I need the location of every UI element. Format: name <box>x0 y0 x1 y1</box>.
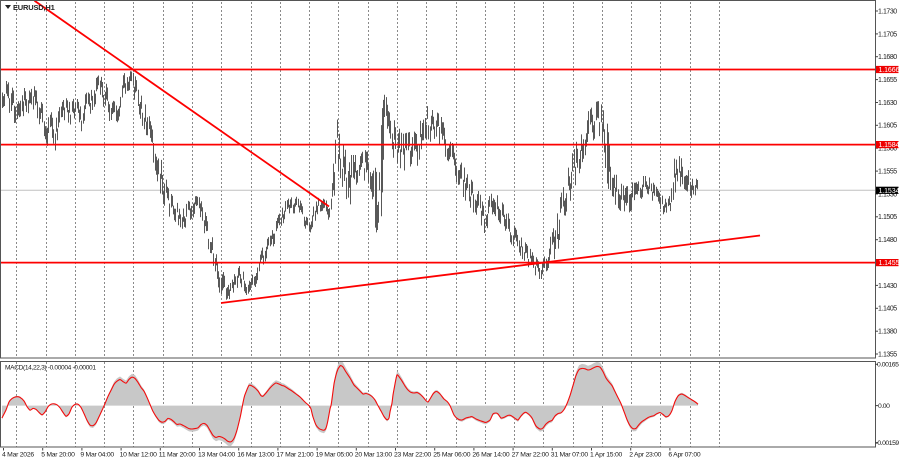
svg-text:4 Mar 2026: 4 Mar 2026 <box>2 452 34 459</box>
svg-text:1.1666: 1.1666 <box>879 67 900 74</box>
svg-text:0.00165: 0.00165 <box>877 362 899 369</box>
svg-text:27 Mar 22:00: 27 Mar 22:00 <box>512 452 550 459</box>
svg-text:19 Mar 05:00: 19 Mar 05:00 <box>316 452 354 459</box>
svg-text:1.1530: 1.1530 <box>878 191 897 198</box>
svg-text:-0.00159: -0.00159 <box>876 440 900 447</box>
svg-text:EURUSD,H1: EURUSD,H1 <box>13 3 55 12</box>
svg-text:1.1730: 1.1730 <box>878 8 897 15</box>
svg-text:9 Mar 04:00: 9 Mar 04:00 <box>80 452 114 459</box>
svg-text:1.1480: 1.1480 <box>878 237 897 244</box>
svg-text:2 Apr 23:00: 2 Apr 23:00 <box>629 452 661 459</box>
svg-text:1.1605: 1.1605 <box>878 123 897 130</box>
svg-text:1.1455: 1.1455 <box>879 260 900 267</box>
svg-text:1.1630: 1.1630 <box>878 100 897 107</box>
svg-text:6 Apr 07:00: 6 Apr 07:00 <box>668 452 700 459</box>
svg-text:20 Mar 13:00: 20 Mar 13:00 <box>355 452 393 459</box>
svg-text:1.1584: 1.1584 <box>879 142 900 149</box>
svg-text:25 Mar 06:00: 25 Mar 06:00 <box>433 452 471 459</box>
svg-text:1.1705: 1.1705 <box>878 31 897 38</box>
svg-text:1.1534: 1.1534 <box>879 188 900 195</box>
svg-text:MACD(14,22,3) -0.00004 -0.0000: MACD(14,22,3) -0.00004 -0.00001 <box>5 364 96 371</box>
svg-text:1.1555: 1.1555 <box>878 169 897 176</box>
svg-text:16 Mar 13:00: 16 Mar 13:00 <box>237 452 275 459</box>
svg-text:13 Mar 04:00: 13 Mar 04:00 <box>198 452 236 459</box>
svg-text:1.1680: 1.1680 <box>878 54 897 61</box>
svg-text:1.1430: 1.1430 <box>878 283 897 290</box>
svg-text:17 Mar 21:00: 17 Mar 21:00 <box>276 452 314 459</box>
svg-text:1.1405: 1.1405 <box>878 306 897 313</box>
svg-text:11 Mar 20:00: 11 Mar 20:00 <box>159 452 196 459</box>
svg-text:23 Mar 22:00: 23 Mar 22:00 <box>394 452 432 459</box>
svg-text:26 Mar 14:00: 26 Mar 14:00 <box>472 452 510 459</box>
svg-text:0.00: 0.00 <box>878 403 890 410</box>
svg-text:1 Apr 15:00: 1 Apr 15:00 <box>590 452 622 459</box>
svg-text:1.1355: 1.1355 <box>878 351 897 358</box>
svg-text:1.1505: 1.1505 <box>878 214 897 221</box>
svg-text:1.1380: 1.1380 <box>878 329 897 336</box>
svg-text:1.1580: 1.1580 <box>878 146 897 153</box>
svg-text:5 Mar 20:00: 5 Mar 20:00 <box>41 452 75 459</box>
svg-text:1.1655: 1.1655 <box>878 77 897 84</box>
svg-text:31 Mar 07:00: 31 Mar 07:00 <box>551 452 589 459</box>
svg-text:10 Mar 12:00: 10 Mar 12:00 <box>120 452 158 459</box>
